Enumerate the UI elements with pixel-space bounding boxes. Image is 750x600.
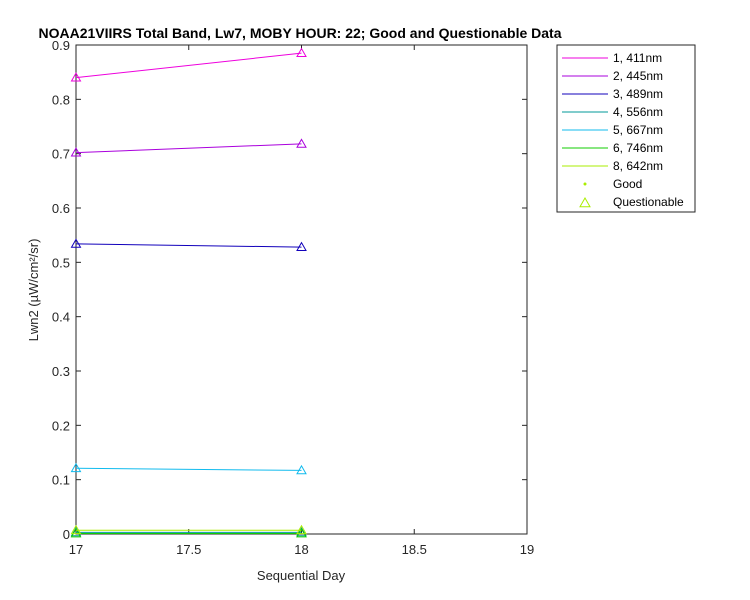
data-point-questionable <box>70 462 82 473</box>
data-point-questionable <box>70 524 82 535</box>
series-layer <box>70 47 307 538</box>
y-tick-label: 0.1 <box>52 473 70 488</box>
data-point-questionable <box>296 524 307 535</box>
y-tick-label: 0.4 <box>52 310 70 325</box>
data-point-questionable <box>296 241 307 251</box>
legend-label: Good <box>613 177 642 191</box>
data-point-questionable <box>70 147 82 157</box>
legend-marker-good <box>583 182 587 186</box>
series <box>70 138 307 157</box>
legend-item: 5, 667nm <box>562 123 663 137</box>
data-point-questionable <box>296 527 307 538</box>
data-point-questionable <box>70 72 82 82</box>
data-point-questionable <box>296 526 307 537</box>
legend-label: 2, 445nm <box>613 69 663 83</box>
x-axis-label: Sequential Day <box>257 568 346 583</box>
legend-item: 1, 411nm <box>562 51 662 65</box>
series <box>70 526 307 537</box>
y-axis-label: Lwn2 (µW/cm²/sr) <box>26 239 41 342</box>
series-line <box>75 143 302 154</box>
x-tick-label: 17 <box>69 542 83 557</box>
legend-item: 4, 556nm <box>562 105 663 119</box>
y-axis: 0 0.1 0.2 0.3 0.4 0.5 0.6 0.7 0.8 0.9 <box>52 38 527 542</box>
legend-label: Questionable <box>613 195 684 209</box>
data-point-questionable <box>296 47 307 58</box>
series <box>70 462 307 475</box>
y-tick-label: 0.7 <box>52 147 70 162</box>
y-tick-label: 0.8 <box>52 92 70 107</box>
x-tick-label: 18.5 <box>402 542 427 557</box>
legend-marker-questionable <box>579 196 591 208</box>
legend-label: 6, 746nm <box>613 141 663 155</box>
legend-box <box>556 44 696 213</box>
series-line <box>75 243 302 248</box>
data-point-questionable <box>296 138 307 148</box>
data-point-questionable <box>70 526 82 537</box>
x-tick-label: 18 <box>294 542 308 557</box>
y-tick-label: 0 <box>63 527 70 542</box>
data-point-questionable <box>70 238 82 248</box>
legend: 1, 411nm 2, 445nm 3, 489nm 4, 556nm 5, 667nm… <box>556 44 696 213</box>
legend-label: 3, 489nm <box>613 87 663 101</box>
y-tick-label: 0.2 <box>52 418 70 433</box>
legend-item: 2, 445nm <box>562 69 663 83</box>
data-point-questionable <box>296 464 307 475</box>
legend-item: 8, 642nm <box>562 159 663 173</box>
legend-label: 4, 556nm <box>613 105 663 119</box>
series-line <box>75 467 302 471</box>
legend-label: 5, 667nm <box>613 123 663 137</box>
series <box>70 527 307 538</box>
legend-label: 1, 411nm <box>613 51 662 65</box>
y-tick-label: 0.6 <box>52 201 70 216</box>
series <box>70 524 307 535</box>
x-tick-label: 17.5 <box>176 542 201 557</box>
series-line <box>75 52 302 79</box>
series <box>70 238 307 251</box>
series <box>70 47 307 82</box>
data-point-questionable <box>70 527 82 538</box>
legend-item: Good <box>583 177 642 191</box>
chart-title: NOAA21VIIRS Total Band, Lw7, MOBY HOUR: … <box>39 25 562 41</box>
y-tick-label: 0.9 <box>52 38 70 53</box>
x-axis: 17 17.5 18 18.5 19 <box>69 45 534 557</box>
plot-area <box>75 44 528 535</box>
y-tick-label: 0.5 <box>52 255 70 270</box>
legend-item: Questionable <box>579 195 684 209</box>
legend-item: 3, 489nm <box>562 87 663 101</box>
y-tick-label: 0.3 <box>52 364 70 379</box>
legend-item: 6, 746nm <box>562 141 663 155</box>
legend-label: 8, 642nm <box>613 159 663 173</box>
x-tick-label: 19 <box>520 542 534 557</box>
